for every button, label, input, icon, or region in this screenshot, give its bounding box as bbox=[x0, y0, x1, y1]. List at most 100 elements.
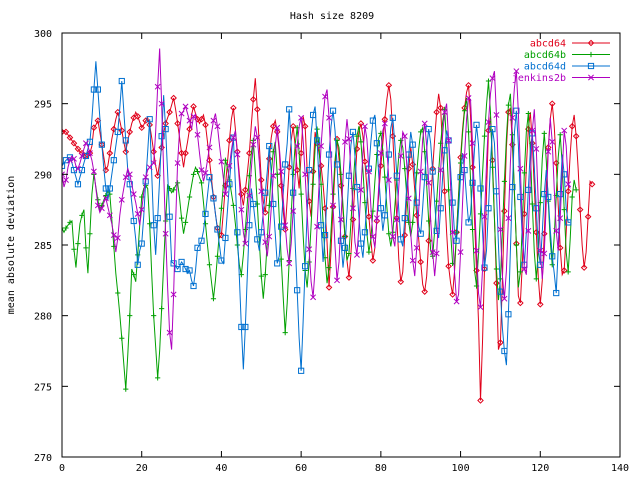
data-point-abcd64b bbox=[258, 273, 264, 279]
data-point-abcd64d bbox=[138, 240, 145, 247]
data-point-abcd64 bbox=[250, 96, 257, 103]
data-point-abcd64 bbox=[277, 182, 285, 189]
data-point-abcd64b bbox=[155, 375, 161, 381]
data-point-jenkins2b bbox=[142, 174, 149, 181]
data-point-abcd64b bbox=[402, 166, 408, 172]
data-point-abcd64 bbox=[134, 113, 142, 120]
legend-marker-abcd64b bbox=[588, 51, 594, 58]
data-point-abcd64b bbox=[282, 330, 288, 336]
data-point-abcd64 bbox=[138, 124, 146, 132]
data-point-jenkins2b bbox=[505, 215, 512, 222]
data-point-jenkins2b bbox=[441, 109, 448, 116]
data-point-abcd64 bbox=[122, 148, 130, 156]
data-point-abcd64 bbox=[584, 213, 592, 221]
x-tick-label: 20 bbox=[136, 463, 148, 474]
data-point-abcd64d bbox=[82, 152, 90, 160]
data-point-abcd64 bbox=[497, 339, 504, 346]
data-point-abcd64d bbox=[517, 193, 524, 201]
data-point-abcd64b bbox=[461, 108, 468, 114]
y-tick-label: 290 bbox=[34, 170, 52, 181]
data-point-jenkins2b bbox=[198, 167, 205, 174]
data-point-abcd64d bbox=[174, 265, 181, 273]
data-point-jenkins2b bbox=[290, 208, 297, 215]
data-point-abcd64 bbox=[357, 120, 365, 127]
data-point-abcd64b bbox=[174, 180, 181, 186]
data-point-jenkins2b bbox=[481, 213, 488, 220]
data-point-jenkins2b bbox=[489, 75, 496, 82]
data-point-abcd64b bbox=[87, 231, 93, 237]
data-point-jenkins2b bbox=[230, 134, 237, 141]
data-point-abcd64b bbox=[194, 168, 201, 175]
data-point-abcd64d bbox=[122, 137, 129, 144]
legend-label-abcd64: abcd64 bbox=[530, 39, 566, 50]
data-point-abcd64 bbox=[465, 81, 472, 89]
data-point-abcd64 bbox=[62, 128, 70, 136]
data-point-abcd64 bbox=[576, 206, 584, 213]
data-point-abcd64b bbox=[418, 129, 424, 135]
data-point-abcd64d bbox=[158, 133, 165, 140]
data-point-jenkins2b bbox=[389, 233, 396, 240]
data-point-jenkins2b bbox=[346, 136, 352, 142]
data-point-abcd64d bbox=[258, 229, 265, 236]
data-point-abcd64d bbox=[106, 185, 113, 192]
data-point-jenkins2b bbox=[413, 244, 420, 251]
data-point-jenkins2b bbox=[561, 127, 568, 134]
data-point-jenkins2b bbox=[365, 168, 372, 175]
data-point-abcd64d bbox=[417, 230, 424, 237]
data-point-abcd64d bbox=[349, 128, 357, 136]
data-point-jenkins2b bbox=[110, 232, 117, 239]
data-point-abcd64d bbox=[74, 181, 82, 188]
data-point-jenkins2b bbox=[274, 124, 281, 131]
data-point-abcd64b bbox=[218, 205, 225, 211]
data-point-abcd64d bbox=[497, 288, 504, 295]
data-point-abcd64d bbox=[505, 311, 512, 318]
data-point-abcd64d bbox=[130, 217, 137, 225]
data-point-abcd64b bbox=[230, 202, 236, 209]
data-point-abcd64b bbox=[525, 110, 531, 117]
data-point-abcd64d bbox=[369, 117, 376, 124]
data-point-abcd64b bbox=[457, 160, 464, 166]
data-point-abcd64b bbox=[573, 187, 579, 193]
data-point-abcd64d bbox=[433, 227, 440, 234]
data-point-jenkins2b bbox=[417, 168, 424, 175]
data-point-jenkins2b bbox=[334, 277, 340, 284]
x-tick-label: 140 bbox=[611, 463, 629, 474]
data-point-abcd64 bbox=[369, 257, 377, 264]
data-point-abcd64b bbox=[79, 212, 85, 218]
data-point-jenkins2b bbox=[138, 206, 145, 213]
data-point-jenkins2b bbox=[214, 123, 221, 130]
data-point-abcd64d bbox=[425, 126, 432, 133]
data-point-abcd64 bbox=[361, 158, 369, 165]
data-point-abcd64d bbox=[321, 232, 329, 239]
data-point-jenkins2b bbox=[302, 171, 309, 178]
series-line-abcd64b bbox=[62, 81, 577, 390]
data-point-abcd64 bbox=[289, 122, 297, 130]
data-point-abcd64b bbox=[222, 157, 229, 163]
data-point-abcd64d bbox=[389, 114, 396, 121]
legend-marker-abcd64 bbox=[587, 39, 595, 47]
data-point-abcd64d bbox=[254, 236, 261, 243]
data-point-abcd64b bbox=[569, 194, 575, 200]
data-point-jenkins2b bbox=[425, 179, 432, 186]
data-point-abcd64 bbox=[477, 397, 484, 404]
data-point-abcd64b bbox=[354, 133, 360, 139]
data-point-jenkins2b bbox=[509, 114, 516, 121]
data-point-abcd64 bbox=[421, 288, 429, 295]
chart-title: Hash size 8209 bbox=[290, 11, 374, 22]
data-point-jenkins2b bbox=[330, 202, 336, 209]
data-point-jenkins2b bbox=[150, 160, 157, 166]
data-point-jenkins2b bbox=[90, 168, 97, 175]
data-point-jenkins2b bbox=[525, 227, 532, 234]
legend-label-jenkins2b: jenkins2b bbox=[512, 73, 566, 84]
data-point-abcd64 bbox=[529, 139, 536, 147]
data-point-abcd64d bbox=[421, 174, 428, 181]
data-point-jenkins2b bbox=[182, 103, 189, 110]
data-point-abcd64 bbox=[353, 145, 361, 153]
data-point-abcd64 bbox=[441, 187, 448, 195]
data-point-abcd64d bbox=[549, 253, 556, 260]
data-point-abcd64d bbox=[465, 219, 472, 226]
data-point-abcd64b bbox=[131, 272, 137, 278]
data-point-abcd64d bbox=[190, 282, 197, 290]
data-point-jenkins2b bbox=[206, 144, 213, 151]
data-point-jenkins2b bbox=[82, 140, 89, 147]
